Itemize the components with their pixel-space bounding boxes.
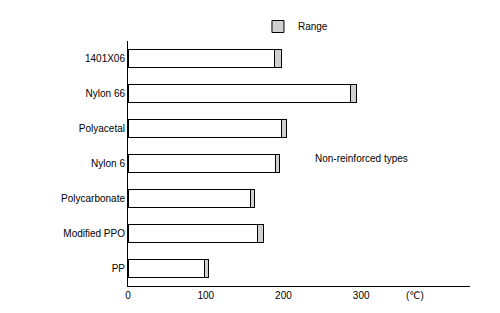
svg-text:200: 200 (275, 290, 292, 301)
svg-text:0: 0 (125, 290, 131, 301)
svg-text:300: 300 (353, 290, 370, 301)
svg-text:Non-reinforced types: Non-reinforced types (315, 153, 408, 164)
svg-text:100: 100 (197, 290, 214, 301)
svg-text:(℃): (℃) (406, 290, 424, 301)
svg-text:Range: Range (298, 21, 328, 32)
svg-text:PP: PP (112, 263, 126, 274)
svg-text:Nylon 66: Nylon 66 (86, 88, 126, 99)
svg-text:Polyacetal: Polyacetal (79, 123, 125, 134)
svg-text:Polycarbonate: Polycarbonate (61, 193, 125, 204)
svg-text:Nylon 6: Nylon 6 (91, 158, 125, 169)
svg-text:Modified PPO: Modified PPO (63, 228, 125, 239)
svg-text:1401X06: 1401X06 (85, 53, 125, 64)
